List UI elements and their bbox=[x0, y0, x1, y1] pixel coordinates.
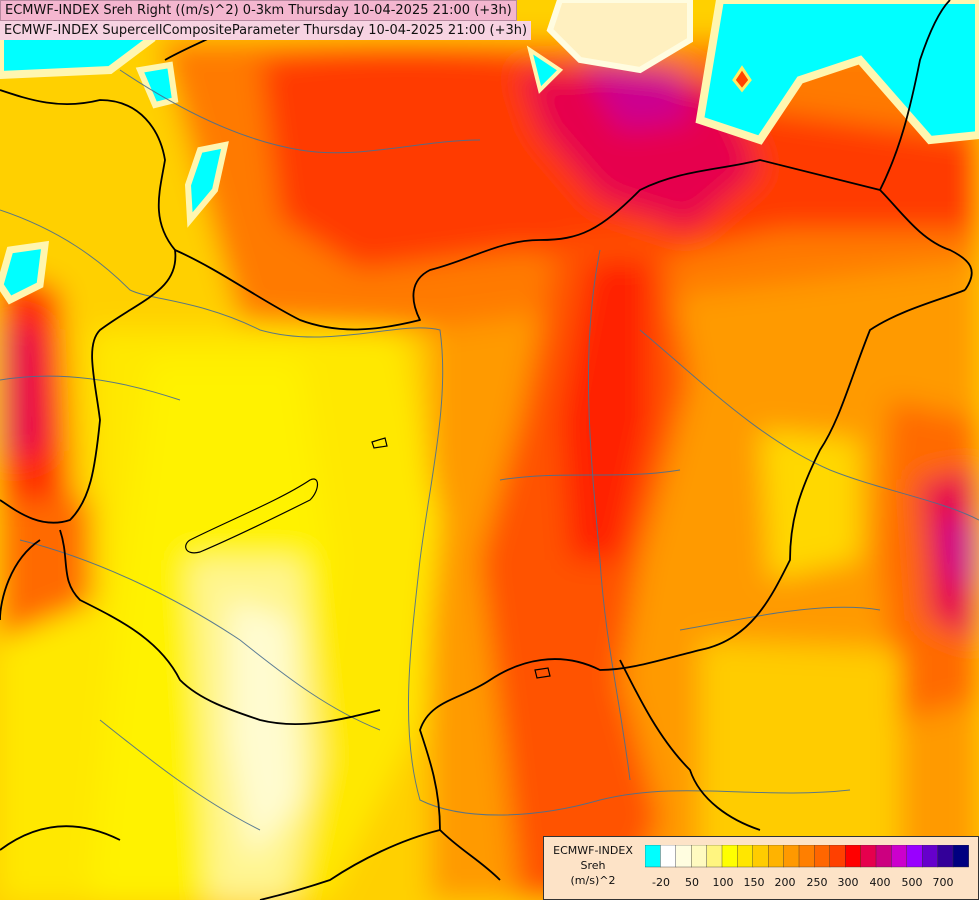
legend-swatch bbox=[721, 845, 738, 868]
legend-tick-label: 250 bbox=[806, 876, 828, 889]
legend-swatch bbox=[937, 845, 954, 868]
legend-title-line-2: Sreh bbox=[580, 859, 606, 872]
legend-swatch bbox=[906, 845, 923, 868]
legend-tick-label: 200 bbox=[774, 876, 796, 889]
legend-tick-labels: -20 50 100 150 200 250 300 400 500 700 bbox=[645, 876, 965, 892]
legend-swatch bbox=[891, 845, 908, 868]
legend-tick-label: -20 bbox=[652, 876, 670, 889]
map-title-line-2: ECMWF-INDEX SupercellCompositeParameter … bbox=[0, 21, 532, 40]
legend-swatch bbox=[645, 845, 661, 868]
legend-swatch bbox=[752, 845, 769, 868]
legend-tick-label: 50 bbox=[685, 876, 699, 889]
legend-swatch bbox=[814, 845, 831, 868]
color-legend: ECMWF-INDEX Sreh (m/s)^2 -20 50 100 150 200 2… bbox=[543, 836, 979, 900]
legend-swatch bbox=[660, 845, 677, 868]
legend-tick-label: 500 bbox=[901, 876, 923, 889]
legend-swatch bbox=[952, 845, 969, 868]
legend-swatch bbox=[767, 845, 785, 868]
legend-swatch bbox=[875, 845, 892, 868]
legend-tick-label: 300 bbox=[837, 876, 859, 889]
legend-tick-label: 700 bbox=[932, 876, 954, 889]
legend-tick-label: 400 bbox=[869, 876, 891, 889]
legend-title: ECMWF-INDEX Sreh (m/s)^2 bbox=[548, 843, 638, 888]
legend-color-bar bbox=[645, 845, 969, 868]
legend-swatch bbox=[829, 845, 846, 868]
legend-swatch bbox=[783, 845, 800, 868]
map-title-line-1: ECMWF-INDEX Sreh Right ((m/s)^2) 0-3km T… bbox=[0, 0, 517, 21]
legend-swatch bbox=[675, 845, 692, 868]
legend-swatch bbox=[860, 845, 877, 868]
legend-swatch bbox=[798, 845, 815, 868]
legend-swatch bbox=[844, 845, 862, 868]
lakes bbox=[185, 437, 551, 679]
legend-tick-label: 150 bbox=[743, 876, 765, 889]
legend-swatch bbox=[922, 845, 939, 868]
legend-title-line-3: (m/s)^2 bbox=[570, 874, 616, 887]
legend-title-line-1: ECMWF-INDEX bbox=[553, 844, 633, 857]
legend-swatch bbox=[691, 845, 708, 868]
legend-swatch bbox=[737, 845, 754, 868]
legend-tick-label: 100 bbox=[712, 876, 734, 889]
rivers bbox=[0, 69, 979, 831]
legend-swatch bbox=[706, 845, 723, 868]
